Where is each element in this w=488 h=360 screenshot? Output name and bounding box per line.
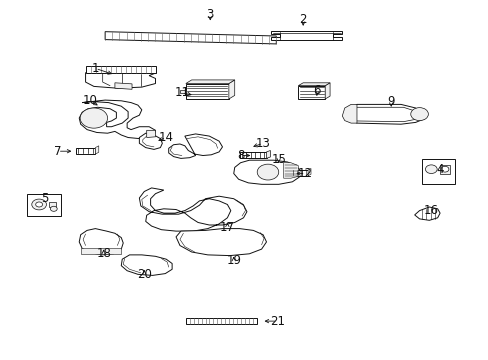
Text: 12: 12 (298, 167, 312, 180)
Circle shape (410, 108, 427, 121)
Polygon shape (325, 83, 329, 99)
Polygon shape (176, 229, 266, 256)
Text: 6: 6 (312, 84, 320, 96)
Polygon shape (79, 100, 155, 139)
Circle shape (257, 164, 278, 180)
Polygon shape (79, 229, 123, 255)
Polygon shape (95, 146, 99, 154)
Text: 4: 4 (435, 163, 443, 176)
Bar (85, 66, 156, 73)
Text: 1: 1 (91, 62, 99, 75)
Bar (185, 318, 256, 324)
Polygon shape (342, 104, 356, 123)
Bar (439, 165, 449, 174)
Polygon shape (185, 84, 228, 99)
Text: 11: 11 (174, 86, 189, 99)
Polygon shape (233, 160, 300, 184)
Polygon shape (298, 83, 329, 86)
Polygon shape (239, 152, 266, 158)
Polygon shape (228, 80, 234, 99)
Polygon shape (185, 80, 234, 84)
Text: 17: 17 (220, 221, 234, 234)
Bar (421, 159, 454, 184)
Text: 7: 7 (54, 145, 61, 158)
Polygon shape (146, 130, 155, 138)
Polygon shape (168, 134, 222, 158)
Circle shape (50, 206, 57, 211)
Polygon shape (121, 255, 172, 275)
Polygon shape (180, 90, 185, 93)
Text: 10: 10 (83, 94, 98, 107)
Polygon shape (81, 248, 121, 254)
Text: 18: 18 (96, 247, 111, 260)
Text: 5: 5 (41, 192, 49, 204)
Text: 2: 2 (299, 13, 306, 26)
Polygon shape (115, 83, 132, 89)
Polygon shape (85, 73, 156, 88)
Text: 9: 9 (386, 95, 394, 108)
Text: 19: 19 (226, 255, 241, 267)
Polygon shape (350, 104, 424, 124)
Text: 21: 21 (270, 315, 285, 328)
Polygon shape (266, 150, 270, 158)
Polygon shape (105, 32, 276, 44)
Bar (27, 194, 61, 216)
Polygon shape (290, 170, 307, 176)
Polygon shape (271, 31, 342, 40)
Text: 15: 15 (271, 153, 285, 166)
Text: 3: 3 (206, 8, 214, 21)
Text: 8: 8 (236, 149, 244, 162)
Text: 20: 20 (137, 268, 151, 281)
Circle shape (425, 165, 436, 174)
Polygon shape (283, 163, 298, 178)
Polygon shape (298, 86, 325, 99)
Circle shape (80, 108, 107, 128)
Text: 16: 16 (423, 204, 438, 217)
Polygon shape (414, 207, 439, 220)
Polygon shape (139, 133, 162, 149)
Bar (49, 202, 56, 207)
Text: 14: 14 (159, 131, 173, 144)
Polygon shape (307, 168, 310, 176)
Circle shape (440, 166, 448, 172)
Polygon shape (139, 188, 246, 231)
Text: 13: 13 (255, 137, 270, 150)
Polygon shape (76, 148, 95, 154)
Circle shape (36, 202, 42, 207)
Circle shape (32, 199, 46, 210)
